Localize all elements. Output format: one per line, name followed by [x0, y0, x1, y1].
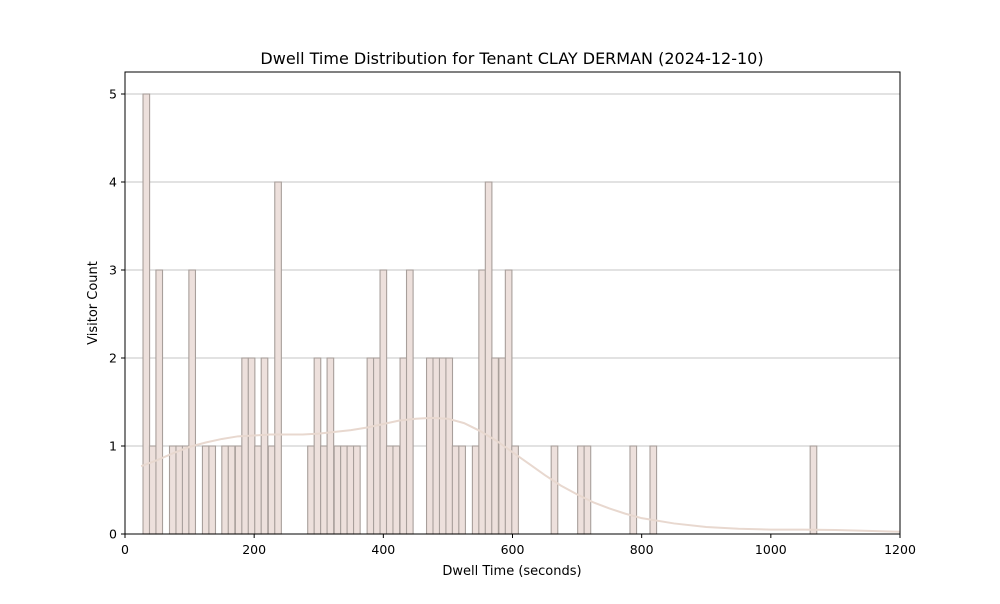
- histogram-bar: [208, 445, 217, 535]
- histogram-bar: [340, 445, 348, 535]
- x-tick-label: 400: [371, 542, 395, 557]
- histogram-bar: [353, 445, 361, 535]
- x-tick-label: 600: [501, 542, 525, 557]
- histogram-bar: [385, 445, 394, 535]
- histogram-bar: [399, 357, 408, 535]
- histogram-bar: [247, 357, 256, 535]
- histogram-bar: [425, 357, 434, 535]
- histogram-bar: [307, 445, 315, 535]
- histogram-bar: [577, 445, 585, 535]
- y-tick-label: 2: [109, 351, 117, 366]
- histogram-bar: [168, 445, 177, 535]
- histogram-bar: [392, 445, 401, 535]
- histogram-bar: [373, 357, 381, 535]
- y-tick-label: 4: [109, 175, 117, 190]
- histogram-bar: [471, 445, 480, 535]
- histogram-bar: [629, 445, 638, 535]
- y-tick-label: 0: [109, 527, 117, 542]
- histogram-bar: [451, 445, 460, 535]
- histogram-bar: [320, 445, 328, 535]
- y-tick-label: 1: [109, 439, 117, 454]
- histogram-bar: [267, 445, 276, 535]
- histogram-bar: [227, 445, 236, 535]
- histogram-bar: [445, 357, 454, 535]
- histogram-bar: [221, 445, 229, 535]
- histogram-bar: [346, 445, 355, 535]
- x-axis-ticks: 0 200 400 600 800 1000 1200: [121, 534, 916, 557]
- y-grid-lines: [125, 93, 900, 447]
- histogram-bar: [504, 269, 513, 535]
- histogram-bar: [432, 357, 441, 535]
- chart-title: Dwell Time Distribution for Tenant CLAY …: [260, 49, 763, 68]
- y-axis-ticks: 0 1 2 3 4 5: [109, 87, 125, 542]
- x-tick-label: 1000: [755, 542, 787, 557]
- histogram-bar: [313, 357, 322, 535]
- histogram-bar: [175, 445, 184, 535]
- histogram-bar: [326, 357, 335, 535]
- kde-density-curve: [140, 416, 901, 533]
- histogram-bars: [142, 93, 818, 535]
- histogram-bar: [550, 445, 559, 535]
- y-tick-label: 3: [109, 263, 117, 278]
- histogram-bar: [438, 357, 447, 535]
- y-axis-label: Visitor Count: [86, 261, 101, 345]
- x-tick-label: 0: [121, 542, 129, 557]
- histogram-bar: [511, 445, 519, 535]
- x-tick-label: 200: [242, 542, 266, 557]
- histogram-bar: [188, 269, 197, 535]
- histogram-bar: [366, 357, 375, 535]
- histogram-bar: [809, 445, 818, 535]
- histogram-bar: [274, 181, 282, 535]
- histogram-bar: [234, 445, 243, 535]
- histogram-bar: [478, 269, 486, 535]
- y-tick-label: 5: [109, 87, 117, 102]
- histogram-bar: [254, 445, 262, 535]
- histogram-bar: [148, 445, 157, 535]
- histogram-bar: [260, 357, 269, 535]
- histogram-bar: [333, 445, 342, 535]
- histogram-bar: [142, 93, 151, 535]
- histogram-bar: [484, 181, 493, 535]
- histogram-bar: [241, 357, 249, 535]
- histogram-bar: [458, 445, 466, 535]
- histogram-bar: [583, 445, 592, 535]
- histogram-bar: [379, 269, 388, 535]
- x-axis-label: Dwell Time (seconds): [442, 564, 581, 579]
- histogram-bar: [155, 269, 164, 535]
- x-tick-label: 800: [630, 542, 654, 557]
- histogram-bar: [405, 269, 414, 535]
- histogram-bar: [491, 357, 499, 535]
- histogram-bar: [201, 445, 210, 535]
- histogram-bar: [181, 445, 190, 535]
- x-tick-label: 1200: [884, 542, 916, 557]
